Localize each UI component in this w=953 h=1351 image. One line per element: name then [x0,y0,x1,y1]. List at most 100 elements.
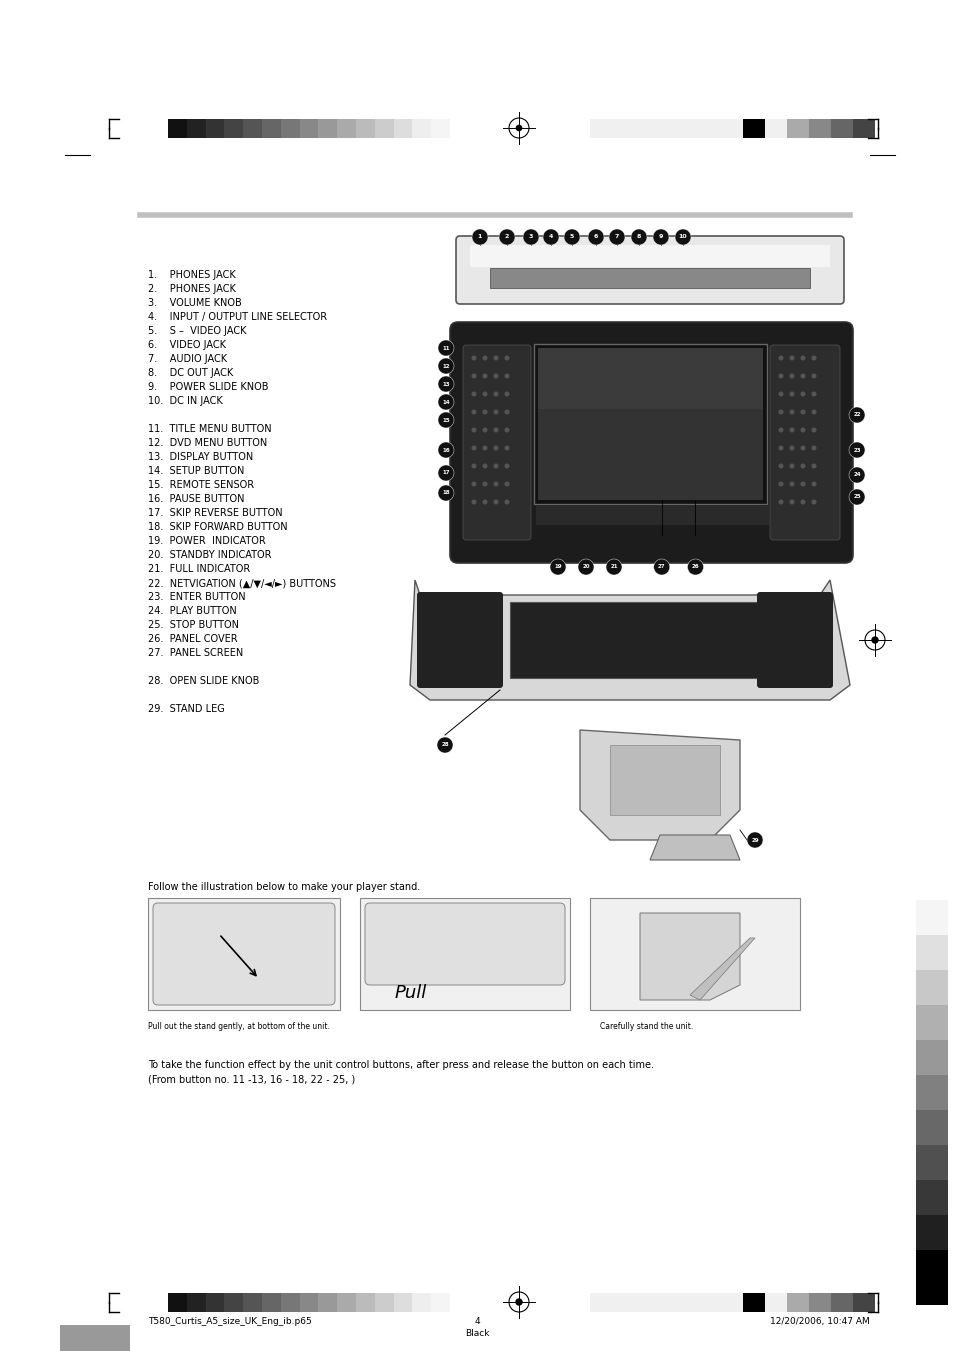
Bar [490,267,809,288]
Text: 16: 16 [442,447,450,453]
Bar [431,1293,450,1312]
Text: To take the function effect by the unit control buttons, after press and release: To take the function effect by the unit … [148,1061,654,1070]
Circle shape [789,446,794,450]
Text: 4: 4 [548,235,553,239]
Circle shape [493,463,498,469]
Text: T580_Curtis_A5_size_UK_Eng_ib.p65: T580_Curtis_A5_size_UK_Eng_ib.p65 [148,1317,312,1325]
Bar [168,119,187,138]
Bar [915,1250,947,1285]
Text: 24.  PLAY BUTTON: 24. PLAY BUTTON [148,607,236,616]
Text: 27.  PANEL SCREEN: 27. PANEL SCREEN [148,648,243,658]
Text: 8.    DC OUT JACK: 8. DC OUT JACK [148,367,233,378]
Circle shape [811,373,816,378]
Bar [470,245,829,267]
Bar [611,1293,633,1312]
Circle shape [789,500,794,504]
Text: 23: 23 [852,447,860,453]
Circle shape [800,481,804,486]
FancyBboxPatch shape [769,345,840,540]
Bar [611,119,633,138]
FancyBboxPatch shape [152,902,335,1005]
Bar [224,119,243,138]
Circle shape [811,446,816,450]
Text: 23.  ENTER BUTTON: 23. ENTER BUTTON [148,592,245,603]
Text: 18.  SKIP FORWARD BUTTON: 18. SKIP FORWARD BUTTON [148,521,287,532]
Bar [168,1293,187,1312]
Circle shape [504,481,509,486]
Circle shape [811,481,816,486]
Circle shape [482,427,487,432]
Text: 20.  STANDBY INDICATOR: 20. STANDBY INDICATOR [148,550,272,561]
Circle shape [789,392,794,396]
Circle shape [778,481,782,486]
Circle shape [504,427,509,432]
Bar [262,1293,280,1312]
Text: 22.  NETVIGATION (▲/▼/◄/►) BUTTONS: 22. NETVIGATION (▲/▼/◄/►) BUTTONS [148,578,335,588]
Text: Pull: Pull [395,984,427,1002]
Bar [243,1293,262,1312]
Bar [915,970,947,1005]
Circle shape [471,355,476,361]
Bar [808,1293,830,1312]
Circle shape [871,638,877,643]
Circle shape [746,832,762,848]
Bar [764,119,786,138]
Circle shape [437,485,454,501]
Circle shape [789,481,794,486]
Text: 2: 2 [504,235,509,239]
Bar [852,119,874,138]
Text: 8: 8 [637,235,640,239]
Circle shape [778,427,782,432]
Bar [280,119,299,138]
Bar [720,1293,742,1312]
Text: 19.  POWER  INDICATOR: 19. POWER INDICATOR [148,536,266,546]
Text: 12: 12 [442,363,449,369]
Polygon shape [689,938,754,1000]
Polygon shape [649,835,740,861]
Text: 29.  STAND LEG: 29. STAND LEG [148,704,225,713]
Bar [786,1293,808,1312]
Bar [536,505,768,526]
Circle shape [437,340,454,357]
Text: Pull out the stand gently, at bottom of the unit.: Pull out the stand gently, at bottom of … [148,1021,330,1031]
Bar [830,119,852,138]
Text: 24: 24 [852,473,860,477]
Bar [412,1293,431,1312]
Circle shape [800,409,804,415]
Circle shape [778,409,782,415]
Circle shape [471,427,476,432]
Bar [677,1293,699,1312]
Bar [742,1293,764,1312]
Circle shape [848,442,864,458]
Bar [589,1293,611,1312]
Circle shape [437,376,454,392]
Text: 3: 3 [528,235,533,239]
Circle shape [605,559,621,576]
Circle shape [789,373,794,378]
Text: 6: 6 [593,235,598,239]
Circle shape [437,358,454,374]
Circle shape [504,409,509,415]
Circle shape [587,230,603,245]
Circle shape [482,463,487,469]
Text: 5.    S –  VIDEO JACK: 5. S – VIDEO JACK [148,326,246,336]
Text: 15: 15 [442,417,450,423]
Text: 7.    AUDIO JACK: 7. AUDIO JACK [148,354,227,363]
Bar [336,1293,355,1312]
Bar [633,1293,655,1312]
Circle shape [778,500,782,504]
Bar [655,1293,677,1312]
Circle shape [471,409,476,415]
Bar [720,119,742,138]
Circle shape [482,446,487,450]
Circle shape [630,230,646,245]
Circle shape [778,446,782,450]
Circle shape [789,463,794,469]
Circle shape [848,407,864,423]
Bar [915,1040,947,1075]
Circle shape [522,230,538,245]
Circle shape [778,392,782,396]
Text: 19: 19 [554,565,561,570]
Circle shape [482,355,487,361]
Bar [786,119,808,138]
